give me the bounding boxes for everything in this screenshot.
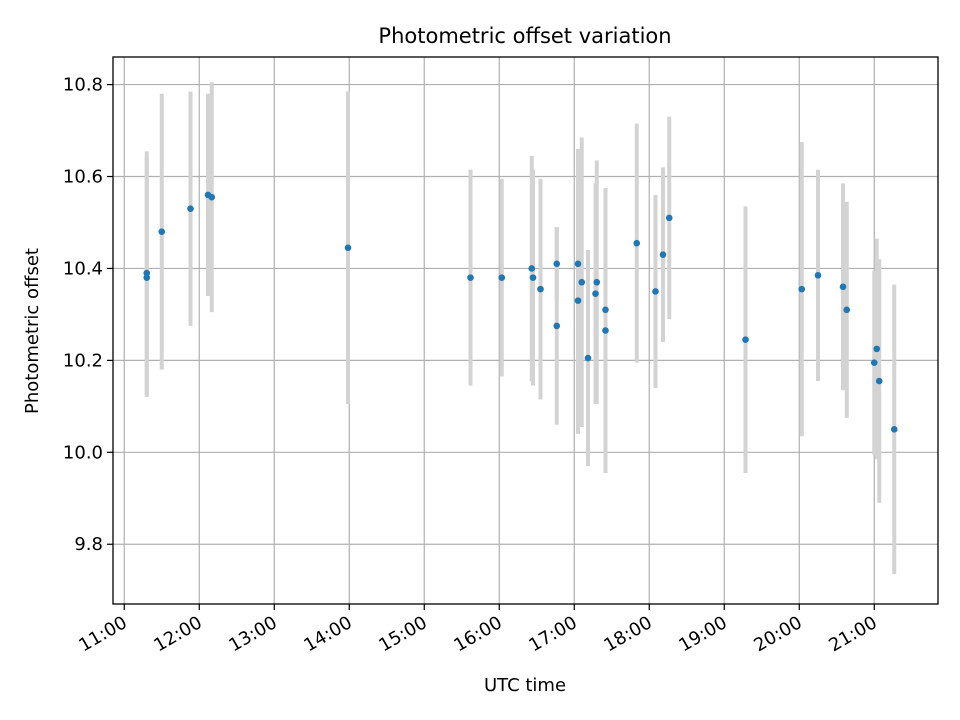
x-tick-label: 15:00 [375, 612, 430, 656]
data-point [574, 297, 582, 304]
error-bars [144, 82, 897, 575]
data-point [578, 278, 586, 286]
data-point [553, 322, 561, 330]
x-tick-label: 12:00 [150, 612, 205, 656]
data-point [187, 205, 194, 212]
data-point [208, 193, 216, 201]
data-point [584, 354, 592, 362]
data-point [592, 290, 599, 298]
y-tick-label: 10.6 [63, 167, 103, 188]
data-point [344, 244, 352, 252]
data-point [875, 377, 883, 385]
data-point [602, 327, 609, 334]
x-tick-label: 14:00 [300, 612, 355, 656]
x-tick-label: 21:00 [825, 612, 880, 656]
x-tick-label: 13:00 [225, 612, 280, 656]
data-point [873, 345, 881, 353]
x-axis-label: UTC time [484, 675, 566, 696]
data-point [593, 278, 601, 286]
data-points [143, 191, 898, 433]
data-point [529, 274, 537, 281]
y-tick-label: 9.8 [74, 534, 103, 555]
y-tick-label: 10.0 [63, 442, 103, 463]
data-point [665, 214, 673, 222]
data-point [652, 288, 659, 295]
data-point [143, 269, 151, 277]
y-tick-label: 10.2 [63, 350, 103, 371]
data-point [843, 306, 851, 314]
x-tick-label: 11:00 [75, 612, 130, 656]
data-point [537, 285, 544, 293]
data-point [870, 359, 878, 366]
data-point [498, 274, 506, 281]
data-point [742, 336, 749, 343]
gridlines [113, 57, 938, 604]
y-tick-label: 10.4 [63, 258, 103, 279]
chart-title: Photometric offset variation [378, 24, 671, 48]
data-point [839, 283, 847, 291]
data-point [602, 306, 609, 314]
data-point [633, 239, 641, 247]
data-point [574, 260, 582, 268]
x-tick-label: 19:00 [675, 612, 730, 656]
data-point [659, 251, 667, 258]
y-tick-label: 10.8 [63, 75, 103, 96]
x-tick-label: 18:00 [600, 612, 655, 656]
data-point [528, 265, 536, 272]
data-point [158, 228, 166, 235]
data-point [467, 274, 474, 281]
plot-frame [112, 56, 939, 605]
x-tick-label: 16:00 [450, 612, 505, 656]
x-tick-label: 20:00 [750, 612, 805, 656]
data-point [143, 274, 151, 281]
data-point [553, 260, 561, 268]
data-point [798, 285, 806, 293]
data-point [814, 272, 822, 279]
data-point [890, 426, 898, 433]
y-axis-label: Photometric offset [22, 248, 43, 414]
x-tick-label: 17:00 [525, 612, 580, 656]
